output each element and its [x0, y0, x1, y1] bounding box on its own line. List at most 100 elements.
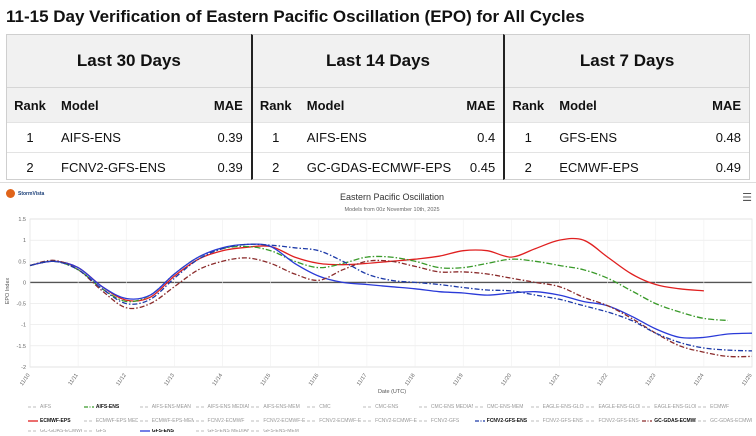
- legend-item[interactable]: GFS: [83, 429, 138, 433]
- legend-item[interactable]: FCNV2-GFS-ENS MEDIAN: [530, 415, 585, 427]
- rank-cell: 2: [272, 160, 280, 175]
- legend-item[interactable]: FCNV2-ECMWF-EPS-MEM: [363, 415, 417, 427]
- legend-swatch: [139, 406, 150, 408]
- legend-swatch: [139, 430, 150, 432]
- model-header: Model: [306, 97, 345, 113]
- legend-item[interactable]: GC-GDAS-ECMWF-EPS-MEM: [28, 429, 82, 433]
- legend-swatch: [418, 420, 429, 422]
- table-title: Last 14 Days: [252, 35, 504, 87]
- legend-item[interactable]: AIFS-ENS MEDIAN: [195, 401, 249, 413]
- legend-label: ECMWF-EPS MEDIAN: [95, 418, 138, 424]
- legend-item[interactable]: EAGLE-ENS-GLOBAL: [530, 401, 585, 413]
- y-tick-label: 1.5: [18, 217, 26, 223]
- x-tick-label: 11/23: [645, 373, 658, 387]
- series-layer: [29, 237, 753, 358]
- epo-chart: Eastern Pacific Oscillation Models from …: [0, 182, 756, 436]
- legend-item[interactable]: FCNV2-GFS-ENS: [474, 415, 529, 427]
- legend-item[interactable]: FCNV2-GFS: [418, 415, 473, 427]
- legend-item[interactable]: AIFS: [28, 401, 82, 413]
- legend-label: EAGLE-ENS-GLOBAL: [542, 404, 585, 410]
- legend-swatch: [28, 430, 38, 432]
- y-tick-label: -0.5: [17, 302, 26, 308]
- table-last-7-days: Last 7 Days Rank Model MAE 1 GFS-ENS 0.4…: [503, 34, 751, 182]
- legend-swatch: [530, 406, 541, 408]
- plot-area: [29, 218, 753, 368]
- legend-label: FCNV2-ECMWF: [207, 418, 245, 424]
- legend-item[interactable]: FCNV2-ECMWF: [195, 415, 250, 427]
- legend-item[interactable]: ECMWF-EPS-MEM: [139, 415, 194, 427]
- legend-label: FCNV2-ECMWF-EPS-MEM: [375, 418, 417, 424]
- legend-swatch: [251, 406, 262, 408]
- x-tick-label: 11/15: [260, 373, 273, 387]
- legend-item[interactable]: FCNV2-GFS-ENS-MEM: [586, 415, 640, 427]
- legend-label: EAGLE-ENS-GLOBAL MEDIAN: [598, 404, 640, 410]
- legend-item[interactable]: ECMWF-EPS MEDIAN: [83, 415, 138, 427]
- mae-header: MAE: [712, 97, 742, 113]
- model-cell: AIFS-ENS: [306, 130, 367, 145]
- rank-header: Rank: [14, 97, 46, 113]
- legend-item[interactable]: ECMWF-EPS: [28, 415, 82, 427]
- legend-item[interactable]: CMC-ENS-MEM: [474, 401, 529, 413]
- series-line-ecmwf-eps: [29, 237, 704, 302]
- table-row: 2 GC-GDAS-ECMWF-EPS 0.45: [252, 152, 504, 182]
- table-row: 1 AIFS-ENS 0.39: [7, 122, 251, 152]
- legend-label: AIFS-ENS-MEM: [263, 404, 300, 410]
- legend-swatch: [251, 430, 262, 432]
- legend-label: AIFS-ENS-MEAN: [151, 404, 191, 410]
- table-title: Last 7 Days: [505, 35, 750, 87]
- legend-swatch: [251, 420, 262, 422]
- rank-cell: 2: [26, 160, 34, 175]
- model-header: Model: [61, 97, 99, 113]
- legend-item[interactable]: AIFS-ENS-MEM: [251, 401, 305, 413]
- legend-swatch: [83, 420, 94, 422]
- legend-item[interactable]: EAGLE-ENS-GLOBAL-MEM: [642, 401, 696, 413]
- legend-item[interactable]: AIFS-ENS-MEAN: [139, 401, 194, 413]
- rank-cell: 1: [524, 130, 532, 145]
- legend-item[interactable]: GFS-ENS-MEM: [251, 429, 305, 433]
- legend-item[interactable]: CMC: [307, 401, 361, 413]
- hamburger-menu-icon[interactable]: ☰: [742, 192, 752, 204]
- legend-item[interactable]: GFS-ENS MEDIAN: [195, 429, 250, 433]
- table-row: 1 AIFS-ENS 0.4: [252, 122, 504, 152]
- legend-swatch: [698, 420, 709, 422]
- mae-cell: 0.39: [217, 160, 243, 175]
- legend-item[interactable]: ECMWF: [698, 401, 752, 413]
- legend-label: FCNV2-GFS-ENS MEDIAN: [542, 418, 585, 424]
- mae-header: MAE: [213, 97, 243, 113]
- legend-item[interactable]: GFS-ENS: [139, 429, 194, 433]
- model-header: Model: [559, 97, 597, 113]
- legend-swatch: [195, 430, 206, 432]
- mae-header: MAE: [466, 97, 496, 113]
- rank-cell: 2: [524, 160, 532, 175]
- legend-item[interactable]: CMC-ENS MEDIAN: [418, 401, 473, 413]
- legend-item[interactable]: EAGLE-ENS-GLOBAL MEDIAN: [586, 401, 640, 413]
- legend-swatch: [530, 420, 541, 422]
- x-tick-label: 11/24: [693, 373, 706, 387]
- legend-swatch: [586, 406, 597, 408]
- legend-label: FCNV2-GFS-ENS-MEM: [598, 418, 641, 424]
- chart-legend: AIFS AIFS-ENS AIFS-ENS-MEAN AIFS-ENS MEDIAN…: [28, 401, 752, 433]
- stormvista-logo: StormVista: [6, 189, 44, 198]
- legend-swatch: [698, 406, 709, 408]
- x-tick-label: 11/19: [452, 373, 465, 387]
- page-title: 11-15 Day Verification of Eastern Pacifi…: [6, 7, 585, 26]
- legend-swatch: [307, 420, 318, 422]
- legend-item[interactable]: CMC-ENS: [363, 401, 417, 413]
- x-tick-label: 11/25: [741, 373, 754, 387]
- legend-item[interactable]: GC-GDAS-ECMWF-EPS MEDIAN: [698, 415, 752, 427]
- legend-item[interactable]: AIFS-ENS: [83, 401, 138, 413]
- model-cell: FCNV2-GFS-ENS: [61, 160, 166, 175]
- legend-label: GFS-ENS MEDIAN: [207, 429, 250, 433]
- legend-item[interactable]: FCNV2-ECMWF-EPS MEDIAN: [307, 415, 361, 427]
- y-tick-label: -1.5: [17, 344, 26, 350]
- legend-swatch: [418, 406, 429, 408]
- legend-swatch: [642, 406, 653, 408]
- chart-subtitle: Models from 00z November 10th, 2025: [344, 207, 439, 213]
- legend-item[interactable]: GC-GDAS-ECMWF-EPS: [642, 415, 696, 427]
- table-row: 2 ECMWF-EPS 0.49: [505, 152, 750, 182]
- legend-swatch: [474, 420, 485, 422]
- table-header-row: Rank Model MAE: [7, 87, 251, 122]
- legend-swatch: [28, 406, 38, 408]
- legend-item[interactable]: FCNV2-ECMWF-EPS: [251, 415, 305, 427]
- legend-swatch: [139, 420, 150, 422]
